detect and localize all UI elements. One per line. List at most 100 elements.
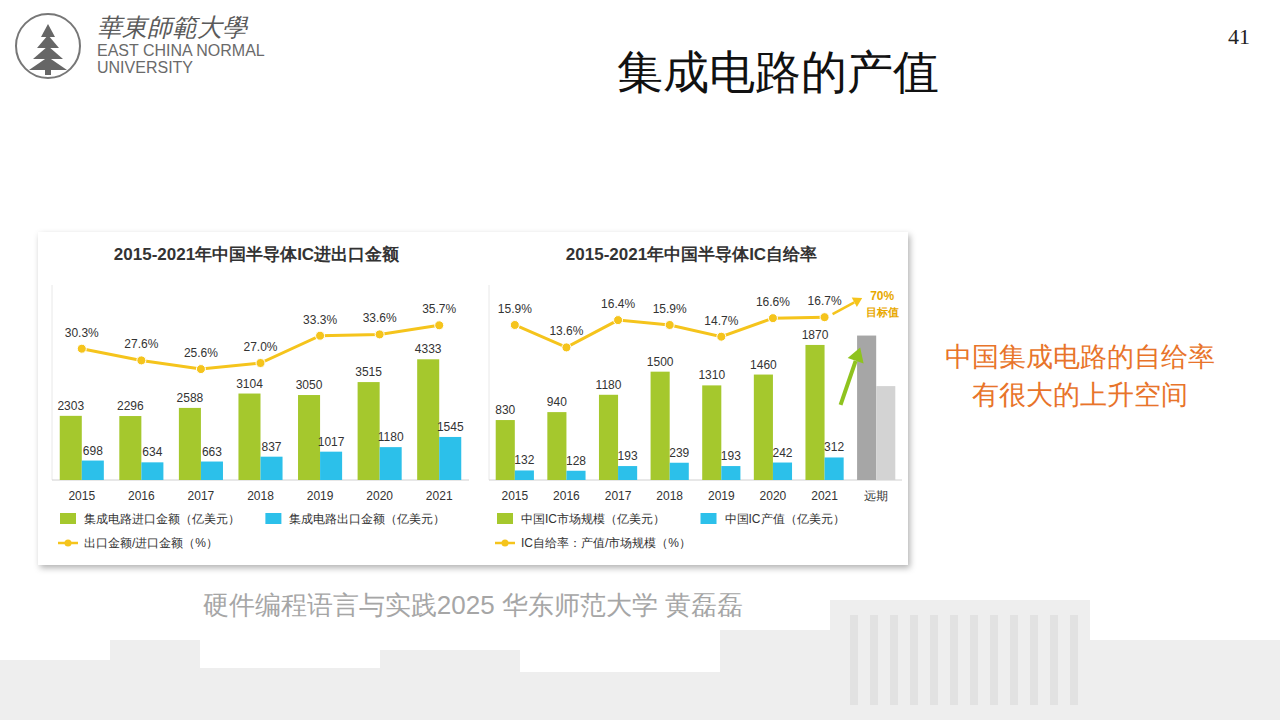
data-label: 1310 [698,368,725,382]
bar [876,386,895,480]
data-label: 1460 [750,358,777,372]
data-label: 33.3% [303,313,337,327]
note: 有很大的上升空间 [972,380,1188,410]
building-window [1070,615,1078,705]
legend-symbol [701,513,717,524]
bar [721,466,740,480]
legend-symbol [60,513,76,524]
chart-panel [38,232,908,565]
bar [201,462,223,480]
line-marker [614,316,623,325]
building-window [1030,615,1038,705]
bar [599,395,618,480]
x-tick-label: 2020 [760,489,787,503]
line-marker [137,356,146,365]
bar [380,447,402,480]
bar [261,457,283,480]
data-label: 15.9% [653,302,687,316]
slide-title: 集成电路的产值 [617,46,939,98]
line-marker [510,320,519,329]
page-number: 41 [1228,24,1250,49]
y-axis [489,285,490,480]
line-marker [435,321,444,330]
y-axis [52,285,53,480]
bar [496,420,515,480]
legend-label: 中国IC产值（亿美元） [725,512,845,526]
building [1090,640,1280,720]
line-marker [256,359,265,368]
watermark: 硬件编程语言与实践2025 华东师范大学 黄磊磊 [203,590,743,620]
legend: 中国IC市场规模（亿美元）中国IC产值（亿美元）IC自给率：产值/市场规模（%） [495,512,845,550]
line [82,325,439,369]
x-tick-label: 2018 [656,489,683,503]
building-window [950,615,958,705]
building [110,640,200,720]
data-label: 27.0% [243,340,277,354]
line-marker [665,320,674,329]
x-tick-label: 2017 [188,489,215,503]
building-window [1050,615,1058,705]
legend-label: 集成电路进口金额（亿美元） [84,512,240,526]
data-label: 16.7% [808,294,842,308]
x-tick-label: 2021 [426,489,453,503]
building-window [890,615,898,705]
data-label: 1500 [647,355,674,369]
bar [358,382,380,480]
logo-english: UNIVERSITY [97,59,193,76]
building-window [850,615,858,705]
legend-symbol [502,540,509,547]
data-label: 830 [495,403,515,417]
bar [119,416,141,480]
x-tick-label: 2017 [605,489,632,503]
marks [60,321,462,480]
chart: 2015-2021年中国半导体IC进出口金额230322962588310430… [52,245,469,550]
data-label: 16.4% [601,297,635,311]
line [515,317,825,347]
line-marker [562,343,571,352]
legend-symbol [65,540,72,547]
x-tick-label: 2019 [708,489,735,503]
data-label: 2588 [177,391,204,405]
x-tick-label: 2018 [247,489,274,503]
slide: 華東師範大學EAST CHINA NORMALUNIVERSITY集成电路的产值… [0,0,1280,720]
data-label: 15.9% [498,302,532,316]
bar [439,437,461,480]
data-label: 1180 [596,378,622,392]
building [0,660,120,720]
data-label: 3104 [236,377,263,391]
data-label: 634 [142,445,162,459]
legend-label: 出口金额/进口金额（%） [84,536,218,550]
data-labels: 2303229625883104305035154333698634663837… [57,302,463,459]
data-label: 128 [566,454,586,468]
data-label: 663 [202,445,222,459]
annotation-text: 目标值 [866,306,899,318]
logo-ring [16,14,80,78]
bar [320,452,342,480]
data-label: 14.7% [704,314,738,328]
bar [515,470,534,480]
bar [566,471,585,480]
bar [238,394,260,480]
building-window [970,615,978,705]
chart-title: 2015-2021年中国半导体IC进出口金额 [114,245,400,264]
background-fill [0,0,1280,720]
legend: 集成电路进口金额（亿美元）集成电路出口金额（亿美元）出口金额/进口金额（%） [58,512,445,550]
data-label: 242 [772,446,792,460]
background [0,0,1280,720]
arrow-head [852,298,862,307]
note: 中国集成电路的自给率 [945,342,1215,372]
bar [805,345,824,480]
x-tick-label: 2015 [68,489,95,503]
legend-label: 中国IC市场规模（亿美元） [521,512,665,526]
building-window [990,615,998,705]
building-window [870,615,878,705]
data-label: 25.6% [184,346,218,360]
bar [618,466,637,480]
data-label: 27.6% [124,337,158,351]
annotation-text: 70% [870,289,894,303]
arrow-head [848,348,864,364]
building-window [910,615,918,705]
x-tick-label: 2021 [811,489,838,503]
logo-chinese: 華東師範大學 [97,14,249,41]
data-label: 1870 [802,328,829,342]
